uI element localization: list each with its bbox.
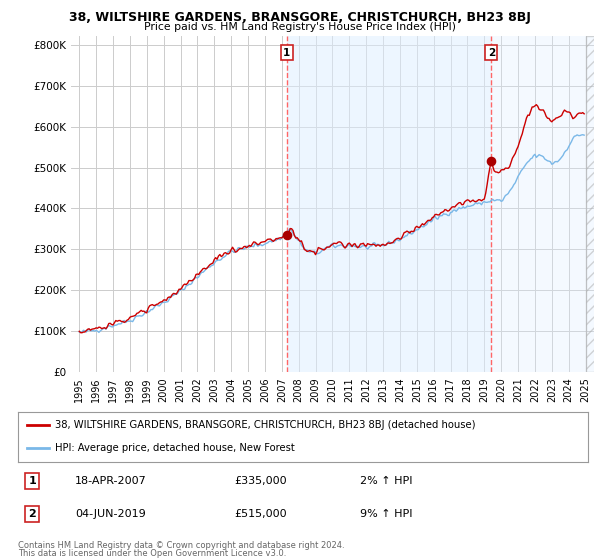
Text: 38, WILTSHIRE GARDENS, BRANSGORE, CHRISTCHURCH, BH23 8BJ: 38, WILTSHIRE GARDENS, BRANSGORE, CHRIST… [69, 11, 531, 24]
Text: 1: 1 [283, 48, 290, 58]
Text: 2% ↑ HPI: 2% ↑ HPI [360, 476, 413, 486]
Bar [287, 36, 491, 372]
Text: Price paid vs. HM Land Registry's House Price Index (HPI): Price paid vs. HM Land Registry's House … [144, 22, 456, 32]
Text: 2: 2 [28, 508, 36, 519]
Text: 18-APR-2007: 18-APR-2007 [75, 476, 147, 486]
Text: 04-JUN-2019: 04-JUN-2019 [75, 508, 146, 519]
Text: 2: 2 [488, 48, 495, 58]
Bar [586, 36, 600, 372]
Text: 38, WILTSHIRE GARDENS, BRANSGORE, CHRISTCHURCH, BH23 8BJ (detached house): 38, WILTSHIRE GARDENS, BRANSGORE, CHRIST… [55, 419, 476, 430]
Bar [491, 36, 594, 372]
Text: £515,000: £515,000 [235, 508, 287, 519]
Text: £335,000: £335,000 [235, 476, 287, 486]
Text: 1: 1 [28, 476, 36, 486]
Text: This data is licensed under the Open Government Licence v3.0.: This data is licensed under the Open Gov… [18, 549, 286, 558]
Point [487, 157, 496, 166]
Text: HPI: Average price, detached house, New Forest: HPI: Average price, detached house, New … [55, 443, 295, 453]
Text: Contains HM Land Registry data © Crown copyright and database right 2024.: Contains HM Land Registry data © Crown c… [18, 541, 344, 550]
Point [282, 231, 292, 240]
Text: 9% ↑ HPI: 9% ↑ HPI [360, 508, 413, 519]
